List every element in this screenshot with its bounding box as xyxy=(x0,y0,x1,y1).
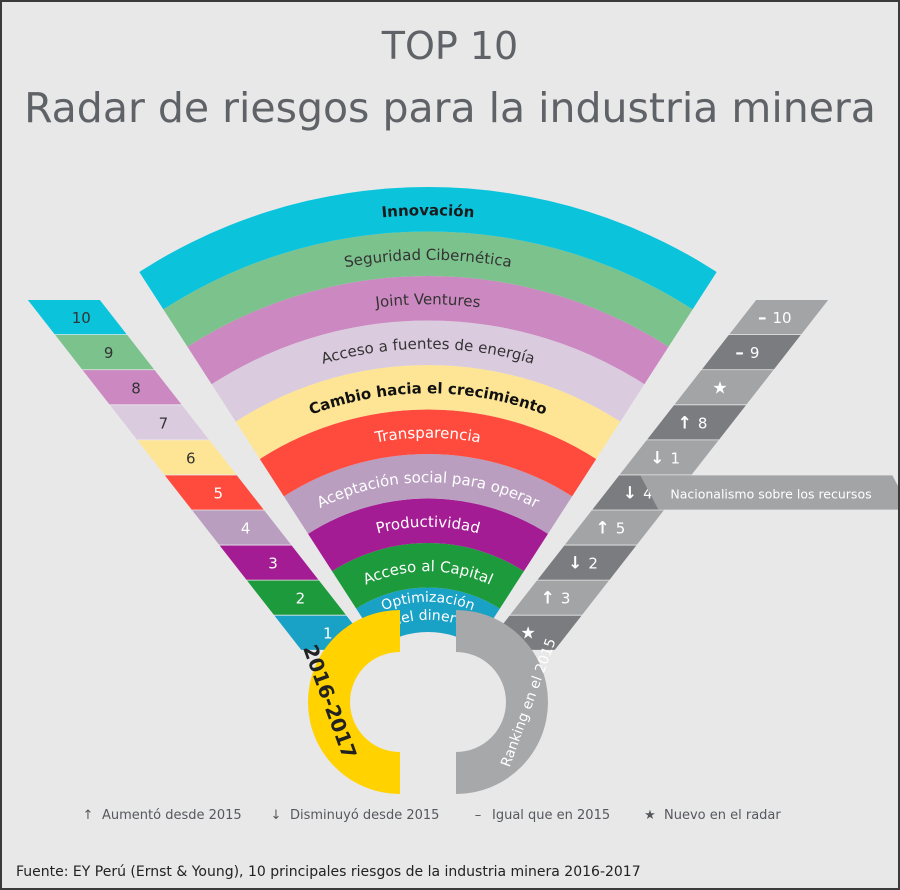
current-rank-number: 5 xyxy=(213,484,223,502)
previous-rank-label: –9 xyxy=(735,343,759,363)
legend-label: Nuevo en el radar xyxy=(664,808,781,823)
legend-item-same: – Igual que en 2015 xyxy=(470,808,610,823)
current-rank-number: 6 xyxy=(186,449,196,467)
radar-band-9 xyxy=(147,231,709,357)
current-rank-number: 3 xyxy=(268,555,278,573)
current-rank-cell-7 xyxy=(110,405,209,440)
current-rank-number: 8 xyxy=(131,379,141,397)
current-rank-number: 4 xyxy=(241,520,251,538)
legend-label: Igual que en 2015 xyxy=(492,808,611,823)
legend-label: Disminuyó desde 2015 xyxy=(290,808,440,823)
radar-band-3 xyxy=(300,498,556,576)
previous-rank-cell-6 xyxy=(619,440,719,475)
radar-band-2 xyxy=(326,543,530,612)
source-note: Fuente: EY Perú (Ernst & Young), 10 prin… xyxy=(16,864,641,880)
previous-rank-cell-3 xyxy=(537,545,637,580)
previous-rank-label: ↓ 1 xyxy=(650,448,680,468)
arrow-down-icon: ↓ xyxy=(270,808,282,823)
current-rank-cell-4 xyxy=(192,510,292,545)
legend-item-decreased: ↓ Disminuyó desde 2015 xyxy=(268,808,440,823)
title-top: TOP 10 xyxy=(381,24,519,68)
radar-band-8 xyxy=(173,275,683,393)
risk-label-8: Joint Ventures xyxy=(373,290,481,311)
previous-rank-cell-9 xyxy=(701,335,801,370)
minus-icon: – xyxy=(474,808,482,823)
radar-band-4 xyxy=(275,453,581,539)
current-rank-number: 9 xyxy=(104,344,114,362)
risk-label-10: Innovación xyxy=(381,201,475,221)
risk-radar: Optimizacióndel dineroAcceso al CapitalP… xyxy=(27,187,898,794)
year-badges: 2016-2017 Ranking en el 2015 xyxy=(298,610,560,794)
current-rank-cell-9 xyxy=(55,335,155,370)
current-rank-cell-2 xyxy=(247,580,346,615)
legend-item-new: ★ Nuevo en el radar xyxy=(642,808,781,823)
current-rank-cell-8 xyxy=(82,370,182,405)
previous-rank-label: ↑ 3 xyxy=(541,589,571,609)
previous-rank-label: –10 xyxy=(758,308,792,328)
arrow-up-icon: ↑ xyxy=(82,808,94,823)
star-icon: ★ xyxy=(644,808,656,823)
previous-rank-label: ↓ 2 xyxy=(568,554,598,574)
title-main: Radar de riesgos para la industria miner… xyxy=(24,84,876,132)
radar-band-5 xyxy=(249,409,607,503)
legend-label: Aumentó desde 2015 xyxy=(102,808,242,823)
previous-rank-label: ★ xyxy=(712,378,727,398)
legend: ↑ Aumentó desde 2015 ↓ Disminuyó desde 201… xyxy=(2,808,898,828)
current-rank-number: 7 xyxy=(159,414,169,432)
radar-band-7 xyxy=(198,320,658,430)
risk-label-5: Transparencia xyxy=(373,424,483,447)
current-rank-cell-3 xyxy=(219,545,319,580)
previous-rank-cell-4 xyxy=(564,510,664,545)
previous-rank-cell-7 xyxy=(647,405,746,440)
radar-bands xyxy=(116,187,740,652)
previous-rank-label: ↓ 4 xyxy=(623,483,653,503)
previous-rank-strip: ★↑ 3↓ 2↑ 5↓ 4 Nacionalismo sobre los recursos… xyxy=(482,299,898,650)
current-rank-number: 1 xyxy=(323,625,333,643)
previous-rank-cell-2 xyxy=(510,580,609,615)
current-rank-cell-10 xyxy=(27,299,127,335)
previous-rank-label: ↑ 5 xyxy=(595,519,625,539)
current-rank-cell-5 xyxy=(164,475,264,510)
current-rank-number: 10 xyxy=(72,309,91,327)
previous-rank-note-box xyxy=(640,475,898,510)
radar-band-10 xyxy=(122,187,734,320)
badge-current-year xyxy=(308,610,400,794)
previous-rank-label: ★ xyxy=(521,624,536,644)
radar-band-6 xyxy=(224,364,632,466)
current-rank-cell-6 xyxy=(137,440,237,475)
previous-rank-note: Nacionalismo sobre los recursos xyxy=(670,486,871,501)
legend-item-increased: ↑ Aumentó desde 2015 xyxy=(80,808,242,823)
current-rank-number: 2 xyxy=(296,590,306,608)
badge-previous-ranking xyxy=(456,610,548,794)
previous-rank-cell-8 xyxy=(674,370,774,405)
previous-rank-label: ↑ 8 xyxy=(678,413,708,433)
previous-rank-cell-10 xyxy=(729,299,829,335)
